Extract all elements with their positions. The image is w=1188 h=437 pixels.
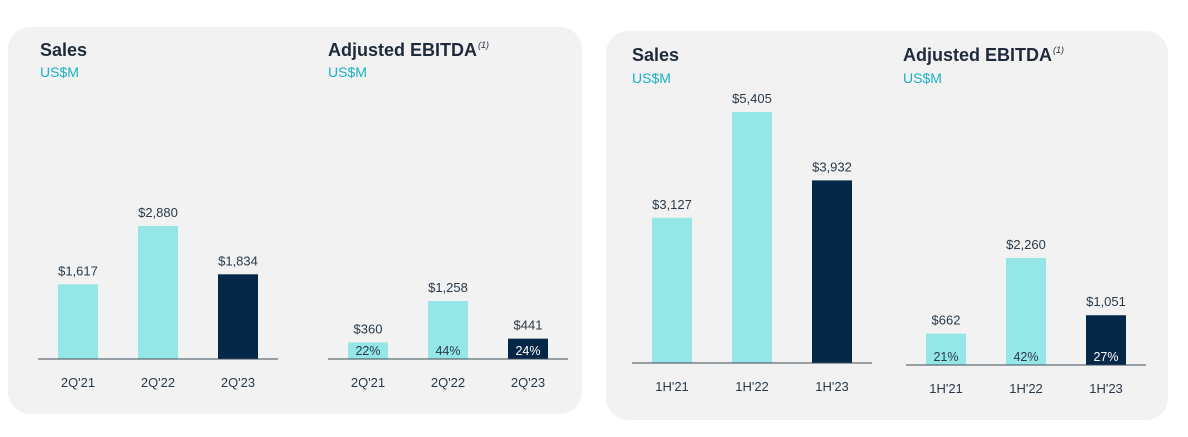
half-year-sales-bar (812, 180, 852, 363)
quarterly-ebitda-category-label: 2Q'23 (511, 375, 545, 390)
quarterly-sales-title: Sales (40, 40, 88, 60)
half-year-ebitda-value-label: $662 (932, 313, 961, 328)
quarterly-sales-category-label: 2Q'23 (221, 375, 255, 390)
half-year-sales-value-label: $3,932 (812, 159, 852, 174)
half-year-sales-bar (652, 217, 692, 363)
half-year-ebitda-margin-label: 27% (1093, 350, 1118, 364)
quarterly-sales-value-label: $2,880 (138, 205, 178, 220)
quarterly-ebitda-title: Adjusted EBITDA(1) (328, 40, 490, 60)
quarterly-sales-category-label: 2Q'21 (61, 375, 95, 390)
quarterly-sales-bar (138, 226, 178, 359)
footnote-marker: (1) (1053, 45, 1065, 55)
quarterly-ebitda-margin-label: 22% (355, 344, 380, 358)
quarterly-ebitda-value-label: $360 (354, 321, 383, 336)
half-year-ebitda-category-label: 1H'23 (1089, 381, 1123, 396)
half-year-sales-category-label: 1H'21 (655, 379, 689, 394)
panel-half-year (606, 31, 1168, 420)
half-year-sales-bar (732, 112, 772, 363)
half-year-sales-category-label: 1H'23 (815, 379, 849, 394)
quarterly-ebitda-bar (508, 338, 548, 359)
half-year-sales-unit: US$M (632, 70, 671, 86)
half-year-sales-value-label: $3,127 (652, 197, 692, 212)
half-year-ebitda-bar (926, 333, 966, 365)
half-year-ebitda-margin-label: 42% (1013, 350, 1038, 364)
half-year-ebitda-value-label: $2,260 (1006, 237, 1046, 252)
half-year-sales-title: Sales (632, 45, 680, 65)
half-year-ebitda-value-label: $1,051 (1086, 294, 1126, 309)
quarterly-ebitda-unit: US$M (328, 64, 367, 80)
panel-quarterly (8, 27, 582, 414)
half-year-sales-value-label: $5,405 (732, 91, 772, 106)
half-year-ebitda-bar (1006, 258, 1046, 365)
half-year-ebitda-bar (1086, 315, 1126, 365)
quarterly-ebitda-bar (428, 301, 468, 359)
half-year-ebitda-unit: US$M (903, 70, 942, 86)
quarterly-ebitda-margin-label: 44% (435, 344, 460, 358)
quarterly-sales-value-label: $1,617 (58, 263, 98, 278)
quarterly-sales-bar (58, 284, 98, 359)
quarterly-ebitda-category-label: 2Q'21 (351, 375, 385, 390)
quarterly-sales-category-label: 2Q'22 (141, 375, 175, 390)
quarterly-ebitda-margin-label: 24% (515, 344, 540, 358)
quarterly-ebitda-value-label: $1,258 (428, 280, 468, 295)
quarterly-ebitda-category-label: 2Q'22 (431, 375, 465, 390)
quarterly-sales-unit: US$M (40, 64, 79, 80)
quarterly-sales-bar (218, 274, 258, 359)
half-year-ebitda-category-label: 1H'21 (929, 381, 963, 396)
quarterly-ebitda-value-label: $441 (514, 318, 543, 333)
half-year-ebitda-title: Adjusted EBITDA(1) (903, 45, 1065, 65)
half-year-ebitda-margin-label: 21% (933, 350, 958, 364)
footnote-marker: (1) (478, 40, 490, 50)
quarterly-sales-value-label: $1,834 (218, 253, 258, 268)
quarterly-ebitda-bar (348, 342, 388, 359)
half-year-sales-category-label: 1H'22 (735, 379, 769, 394)
half-year-ebitda-category-label: 1H'22 (1009, 381, 1043, 396)
